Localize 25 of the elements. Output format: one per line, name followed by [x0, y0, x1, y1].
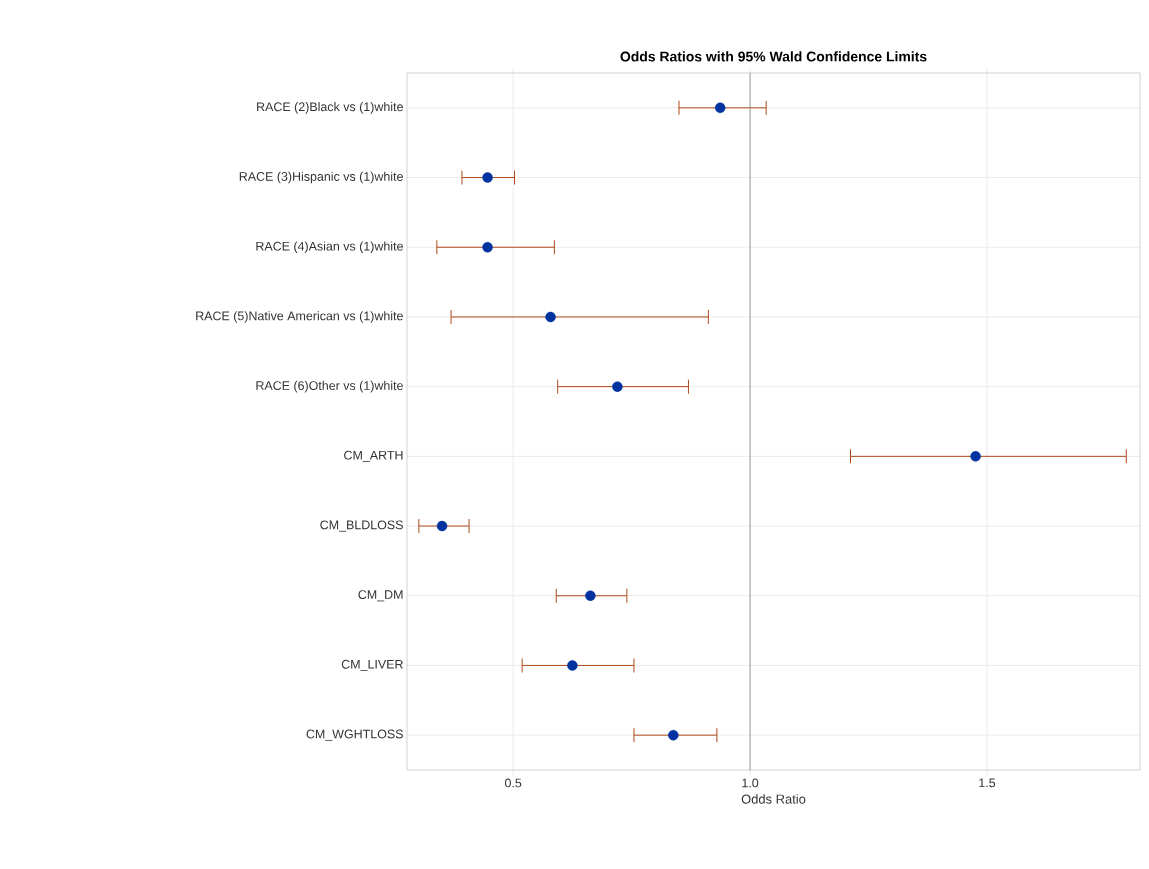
y-tick-label: CM_WGHTLOSS [306, 729, 403, 741]
y-tick-label: RACE (6)Other vs (1)white [256, 380, 403, 393]
point [585, 590, 596, 601]
point [970, 451, 981, 462]
y-tick-label: CM_LIVER [341, 659, 403, 672]
x-tick-label: 1.0 [742, 778, 759, 788]
point [482, 172, 493, 183]
y-tick-label: RACE (3)Hispanic vs (1)white [239, 171, 403, 184]
x-axis-title: Odds Ratio [741, 794, 806, 804]
x-tick-label: 0.5 [504, 778, 522, 788]
y-tick-label: CM_ARTH [344, 450, 403, 462]
point [482, 242, 493, 253]
y-tick-label: CM_BLDLOSS [320, 520, 403, 532]
point [567, 660, 578, 671]
y-tick-label: RACE (2)Black vs (1)white [257, 102, 403, 114]
point [715, 102, 726, 114]
x-tick-label: 1.5 [979, 778, 996, 788]
point [436, 520, 448, 532]
point [612, 381, 623, 392]
y-tick-label: RACE (4)Asian vs (1)white [256, 241, 403, 254]
point [545, 311, 556, 323]
y-tick-label: RACE (5)Native American vs (1)white [196, 311, 403, 323]
y-tick-label: CM_DM [358, 590, 403, 602]
chart-title: Odds Ratios with 95% Wald Confidence Limits [620, 51, 927, 62]
point [668, 729, 679, 741]
